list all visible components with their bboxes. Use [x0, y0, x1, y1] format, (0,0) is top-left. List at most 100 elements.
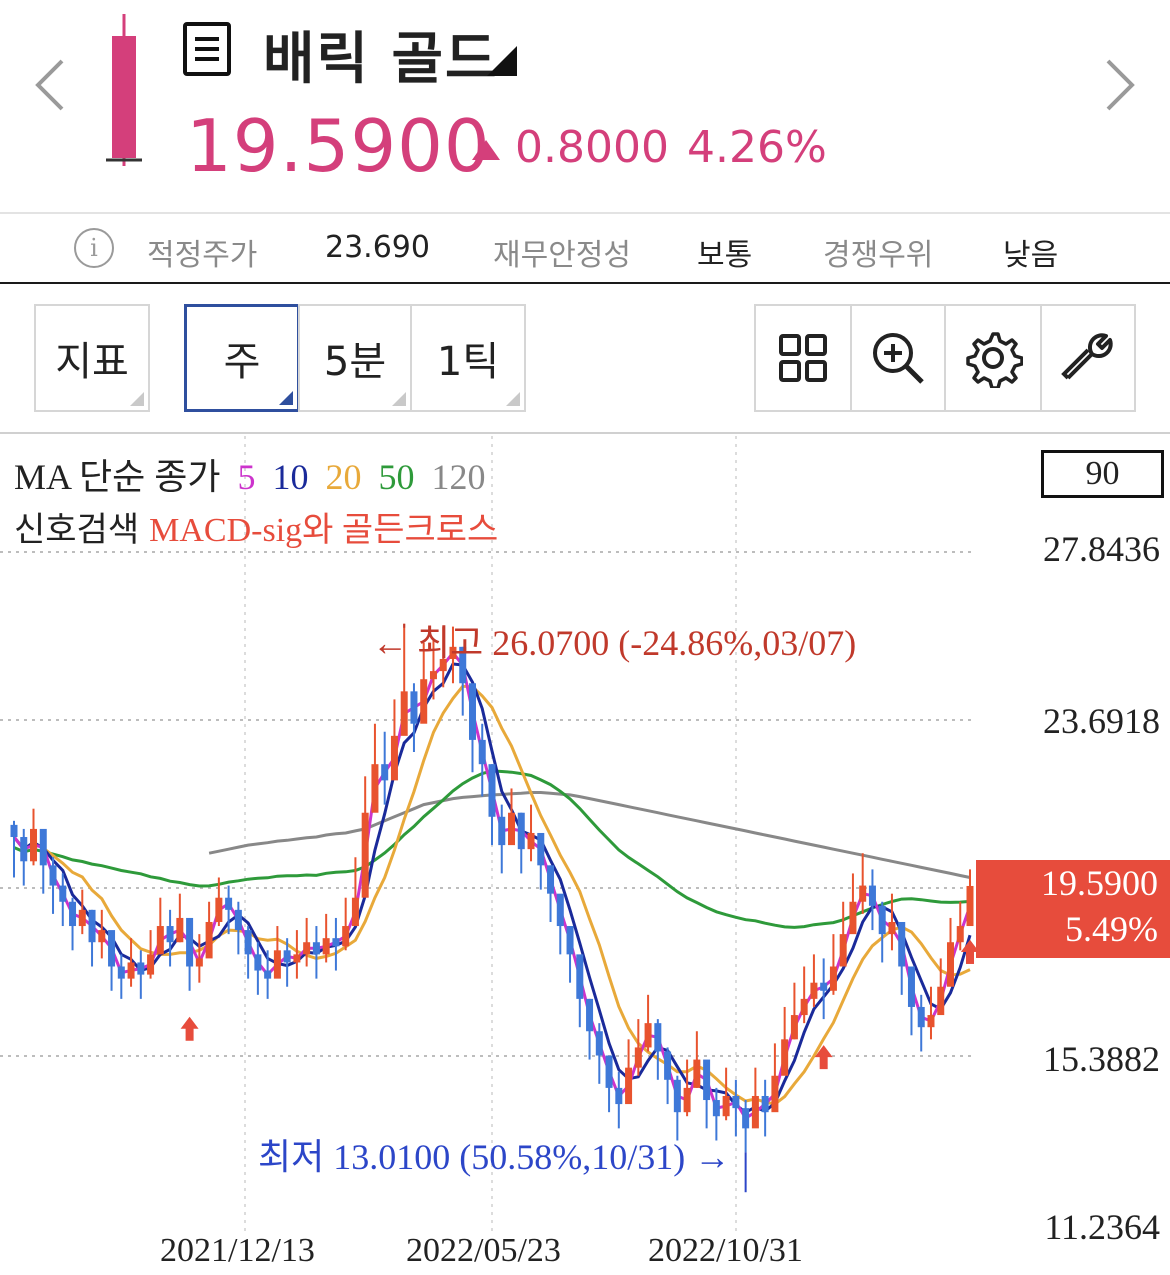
next-stock-button[interactable]	[1100, 55, 1140, 115]
candle-body	[205, 921, 213, 959]
candle-body	[88, 909, 96, 943]
candle-body	[664, 1051, 672, 1080]
chart-canvas[interactable]	[0, 436, 1170, 1275]
chevron-left-icon	[35, 59, 64, 111]
candle-body	[849, 901, 857, 935]
candle-body	[117, 966, 125, 979]
dropdown-triangle-icon[interactable]	[485, 44, 519, 78]
candle-body	[254, 954, 262, 971]
candle-body	[586, 998, 594, 1032]
signal-label: 신호검색	[14, 510, 140, 550]
x-tick-label: 2021/12/13	[160, 1232, 315, 1269]
candle-body	[459, 646, 467, 684]
candle-body	[429, 671, 437, 680]
prev-stock-button[interactable]	[30, 55, 70, 115]
golden-cross-arrow	[814, 1045, 833, 1070]
candle-body	[751, 1095, 759, 1129]
candle-body	[195, 958, 203, 967]
candle-body	[898, 921, 906, 967]
candle-body	[49, 865, 57, 886]
indicator-button[interactable]: 지표	[34, 304, 150, 412]
candle-body	[127, 962, 135, 979]
candle-body	[264, 970, 272, 979]
period-5min-button[interactable]: 5분	[298, 304, 412, 412]
ma120-line	[208, 791, 971, 879]
candle-body	[868, 885, 876, 906]
candle-body	[615, 1087, 623, 1105]
stability-value: 보통	[697, 238, 753, 273]
candle-body	[859, 885, 867, 902]
candle-body	[722, 1095, 730, 1117]
candle-body	[137, 962, 145, 975]
candle-body	[732, 1095, 740, 1109]
candle-body	[410, 691, 418, 724]
info-icon[interactable]: i	[74, 228, 114, 268]
candle-body	[654, 1023, 662, 1052]
candle-body	[576, 954, 584, 999]
period-5min-label: 5분	[323, 339, 387, 385]
candle-body	[39, 828, 47, 866]
y-tick-label: 27.8436	[1043, 529, 1160, 569]
candle-body	[98, 930, 106, 943]
ma10-legend: 10	[272, 457, 309, 497]
stock-header: 배릭 골드 19.5900 0.8000 4.26%	[0, 0, 1170, 212]
ma-legend-label: MA 단순 종가	[14, 457, 221, 497]
golden-cross-arrow	[180, 1016, 199, 1041]
candle-body	[342, 926, 350, 947]
x-tick-label: 2022/10/31	[648, 1232, 803, 1269]
candle-body	[508, 812, 516, 846]
candle-body	[400, 691, 408, 736]
up-triangle-icon	[472, 140, 500, 160]
candle-body	[595, 1031, 603, 1056]
period-tick-button[interactable]: 1틱	[410, 304, 526, 412]
candle-body	[312, 942, 320, 955]
stock-name[interactable]: 배릭 골드	[263, 27, 499, 92]
candle-body	[537, 832, 545, 866]
stock-chart[interactable]: MA 단순 종가 5 10 20 50 120 신호검색 MACD-sig와 골든…	[0, 436, 1170, 1275]
candle-body	[790, 1015, 798, 1040]
candle-icon	[106, 14, 142, 166]
low-annotation: 최저 13.0100 (50.58%,10/31) →	[258, 1137, 731, 1177]
fair-price-label: 적정주가	[147, 238, 258, 273]
competitive-label: 경쟁우위	[823, 238, 934, 273]
y-tick-label: 23.6918	[1043, 701, 1160, 741]
candle-body	[371, 764, 379, 813]
tools-button[interactable]	[1040, 304, 1136, 412]
candle-body	[839, 934, 847, 967]
candle-count-box[interactable]: 90	[1041, 450, 1164, 498]
candle-body	[166, 926, 174, 943]
candle-body	[420, 679, 428, 724]
candle-body	[215, 897, 223, 922]
candle-body	[556, 893, 564, 927]
period-week-button[interactable]: 주	[184, 304, 300, 412]
ma10-line	[12, 662, 972, 1114]
candle-body	[907, 966, 915, 1007]
fair-price-value: 23.690	[325, 230, 430, 265]
current-price-tag: 19.5900 5.49%	[976, 860, 1170, 958]
candle-body	[820, 982, 828, 991]
candle-body	[566, 926, 574, 955]
zoom-in-icon	[873, 333, 924, 384]
chart-toolbar: 지표 주 5분 1틱	[0, 286, 1170, 434]
layout-button[interactable]	[754, 304, 852, 412]
ma-legend: MA 단순 종가 5 10 20 50 120	[14, 448, 494, 500]
candle-body	[186, 917, 194, 967]
candle-body	[771, 1075, 779, 1113]
candle-body	[693, 1059, 701, 1088]
candle-body	[878, 905, 886, 935]
menu-list-icon[interactable]	[183, 22, 231, 76]
zoom-button[interactable]	[850, 304, 946, 412]
ma5-legend: 5	[237, 457, 256, 497]
ma50-legend: 50	[378, 457, 415, 497]
candle-body	[761, 1095, 769, 1113]
current-price: 19.5900	[186, 104, 491, 188]
candle-body	[283, 950, 291, 963]
x-tick-label: 2022/05/23	[406, 1232, 561, 1269]
candle-body	[10, 824, 18, 838]
candle-body	[712, 1100, 720, 1117]
candle-body	[20, 837, 28, 862]
signal-legend: 신호검색 MACD-sig와 골든크로스	[14, 502, 498, 551]
candle-body	[156, 926, 164, 955]
candle-body	[956, 926, 964, 943]
settings-button[interactable]	[944, 304, 1042, 412]
